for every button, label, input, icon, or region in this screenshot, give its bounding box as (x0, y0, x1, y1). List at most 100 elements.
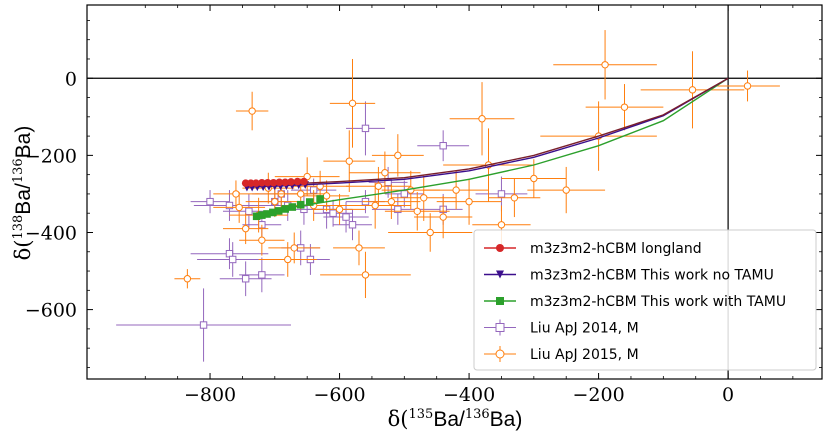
data-point (439, 142, 447, 150)
data-point (335, 205, 344, 214)
data-point (263, 210, 271, 218)
data-point (743, 82, 752, 90)
data-point (530, 174, 538, 183)
data-point (322, 192, 331, 200)
data-point-errorbar (329, 58, 376, 148)
data-point-errorbar (239, 224, 285, 256)
data-point (316, 195, 324, 203)
data-point (374, 182, 383, 190)
data-point-errorbar (239, 257, 285, 293)
data-point (287, 178, 295, 186)
data-point (394, 205, 402, 214)
data-point-errorbar (414, 195, 473, 239)
data-point (381, 169, 389, 177)
data-point (478, 115, 486, 123)
data-point-errorbar (488, 178, 541, 218)
data-point-errorbar (585, 84, 664, 131)
x-tick-label: 0 (722, 384, 734, 406)
data-point (601, 61, 609, 69)
data-point-errorbar (219, 261, 272, 297)
data-point-errorbar (417, 130, 470, 162)
data-point (258, 211, 266, 219)
data-point (439, 213, 447, 221)
data-point (452, 186, 460, 194)
data-point (288, 203, 297, 211)
legend: m3z3m2-hCBM longland m3z3m2-hCBM This wor… (473, 229, 817, 371)
data-point-errorbar (313, 199, 353, 227)
data-point (258, 271, 266, 279)
y-tick-label: −200 (25, 145, 77, 167)
data-point (275, 178, 284, 187)
data-point (400, 190, 409, 198)
data-point (355, 244, 363, 252)
data-point-errorbar (222, 213, 269, 245)
x-tick-label: −200 (572, 384, 624, 406)
data-point (420, 194, 428, 202)
data-point (281, 205, 289, 213)
axes: −800 −600 −400 −200 0 −600 −400 −200 0 (25, 5, 822, 406)
data-point-errorbar (715, 70, 780, 102)
data-point (235, 203, 243, 212)
data-point (342, 213, 350, 221)
data-point-errorbar (258, 242, 317, 277)
legend-label: m3z3m2-hCBM longland (530, 241, 702, 257)
data-point (562, 186, 570, 194)
data-point (497, 190, 506, 198)
legend-label: m3z3m2-hCBM This work no TAMU (530, 268, 774, 284)
data-point (496, 297, 504, 305)
data-point (252, 179, 260, 187)
data-point-errorbar (436, 178, 502, 225)
data-point (348, 221, 357, 229)
legend-box (473, 229, 817, 371)
data-point-errorbar (174, 269, 201, 289)
data-point-errorbar (323, 201, 369, 233)
data-point-errorbar (391, 174, 457, 221)
data-point (269, 178, 278, 187)
data-point (225, 201, 234, 210)
data-point-errorbar (268, 232, 321, 264)
data-point-errorbar (384, 192, 450, 231)
data-point-errorbar (553, 30, 657, 100)
data-point-errorbar (190, 238, 269, 270)
data-point (241, 275, 250, 283)
data-point (394, 151, 402, 160)
data-point (305, 198, 314, 206)
data-point (293, 177, 302, 186)
data-point (281, 178, 289, 187)
data-point (329, 209, 337, 217)
data-point (345, 157, 353, 165)
data-point (620, 103, 629, 111)
data-point-errorbar (423, 170, 489, 210)
data-point (199, 321, 208, 329)
data-point (371, 201, 379, 210)
data-point (263, 178, 272, 187)
series-3 (116, 101, 528, 362)
data-point (495, 323, 505, 332)
data-point (296, 200, 305, 209)
data-point (274, 207, 283, 215)
data-point (465, 197, 473, 206)
x-tick-label: −600 (313, 384, 365, 406)
data-point-errorbar (313, 193, 366, 225)
data-point-errorbar (245, 186, 304, 218)
data-point-errorbar (235, 91, 269, 131)
data-point (497, 221, 506, 229)
data-point-errorbar (349, 151, 421, 194)
data-point (206, 197, 214, 206)
data-point (245, 207, 253, 215)
data-layer (116, 30, 780, 362)
legend-entry: m3z3m2-hCBM This work with TAMU (484, 294, 786, 310)
data-point-errorbar (116, 288, 291, 362)
data-point (269, 208, 277, 217)
legend-entry: Liu ApJ 2014, M (484, 319, 639, 337)
legend-label: m3z3m2-hCBM This work with TAMU (530, 294, 786, 310)
data-point-errorbar (333, 230, 385, 266)
data-point (426, 228, 434, 237)
y-tick-label: 0 (65, 68, 77, 90)
data-point-errorbar (197, 242, 269, 277)
plot-frame (86, 4, 823, 380)
series-line (255, 77, 729, 217)
data-point-errorbar (640, 51, 745, 129)
series-2 (252, 77, 729, 221)
